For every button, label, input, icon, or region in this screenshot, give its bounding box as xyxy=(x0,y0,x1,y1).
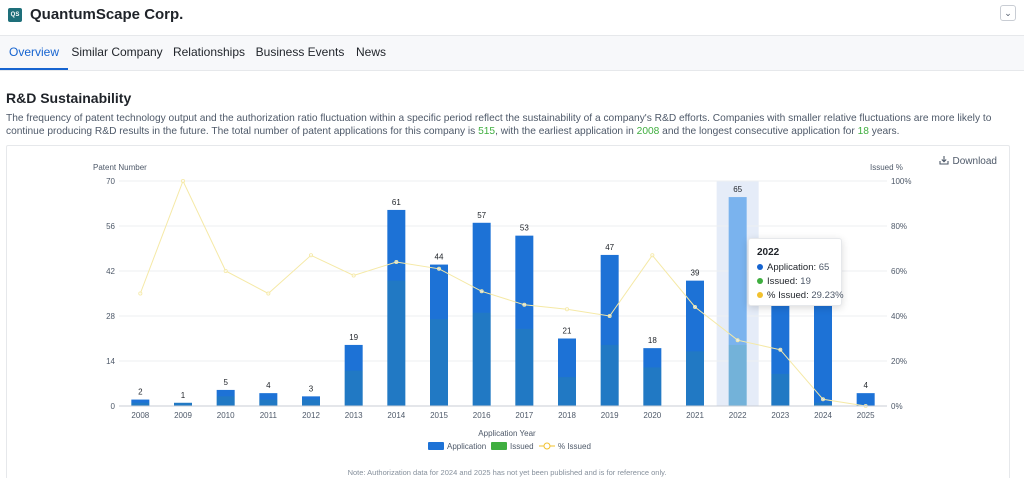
download-icon xyxy=(939,155,949,165)
section-title: R&D Sustainability xyxy=(6,90,131,106)
download-button[interactable]: Download xyxy=(939,155,997,167)
consecutive-years: 18 xyxy=(858,126,869,137)
desc-text-2: , with the earliest application in xyxy=(495,126,637,137)
tooltip-label: % Issued: xyxy=(767,290,809,301)
chart-card: Download xyxy=(6,145,1010,478)
download-label: Download xyxy=(953,156,997,167)
desc-text-3: and the longest consecutive application … xyxy=(659,126,857,137)
tab-similar-company[interactable]: Similar Company xyxy=(68,36,166,70)
total-applications: 515 xyxy=(478,126,495,137)
tooltip-row-pct: % Issued: 29.23% xyxy=(757,289,833,303)
pct-dot-icon xyxy=(757,292,763,298)
company-logo: QS xyxy=(8,8,22,22)
company-name: QuantumScape Corp. xyxy=(30,6,183,23)
tab-news[interactable]: News xyxy=(348,36,394,70)
tab-bar: Overview Similar Company Relationships B… xyxy=(0,36,1024,71)
tab-overview[interactable]: Overview xyxy=(0,36,68,70)
tab-business-events[interactable]: Business Events xyxy=(252,36,348,70)
tooltip-value: 19 xyxy=(800,276,811,287)
issued-dot-icon xyxy=(757,278,763,284)
tooltip-label: Application: xyxy=(767,262,816,273)
application-dot-icon xyxy=(757,264,763,270)
app-header: QS QuantumScape Corp. ⌄ xyxy=(0,0,1024,36)
chevron-down-icon[interactable]: ⌄ xyxy=(1000,5,1016,21)
tooltip-value: 29.23% xyxy=(811,290,843,301)
chart-tooltip: 2022 Application: 65 Issued: 19 % Issued… xyxy=(748,238,842,306)
earliest-year: 2008 xyxy=(637,126,660,137)
tab-relationships[interactable]: Relationships xyxy=(166,36,252,70)
desc-text-4: years. xyxy=(869,126,900,137)
tooltip-value: 65 xyxy=(819,262,830,273)
tooltip-label: Issued: xyxy=(767,276,798,287)
tooltip-row-issued: Issued: 19 xyxy=(757,275,833,289)
tooltip-year: 2022 xyxy=(757,247,833,258)
section-description: The frequency of patent technology outpu… xyxy=(6,112,1016,138)
tooltip-row-application: Application: 65 xyxy=(757,261,833,275)
